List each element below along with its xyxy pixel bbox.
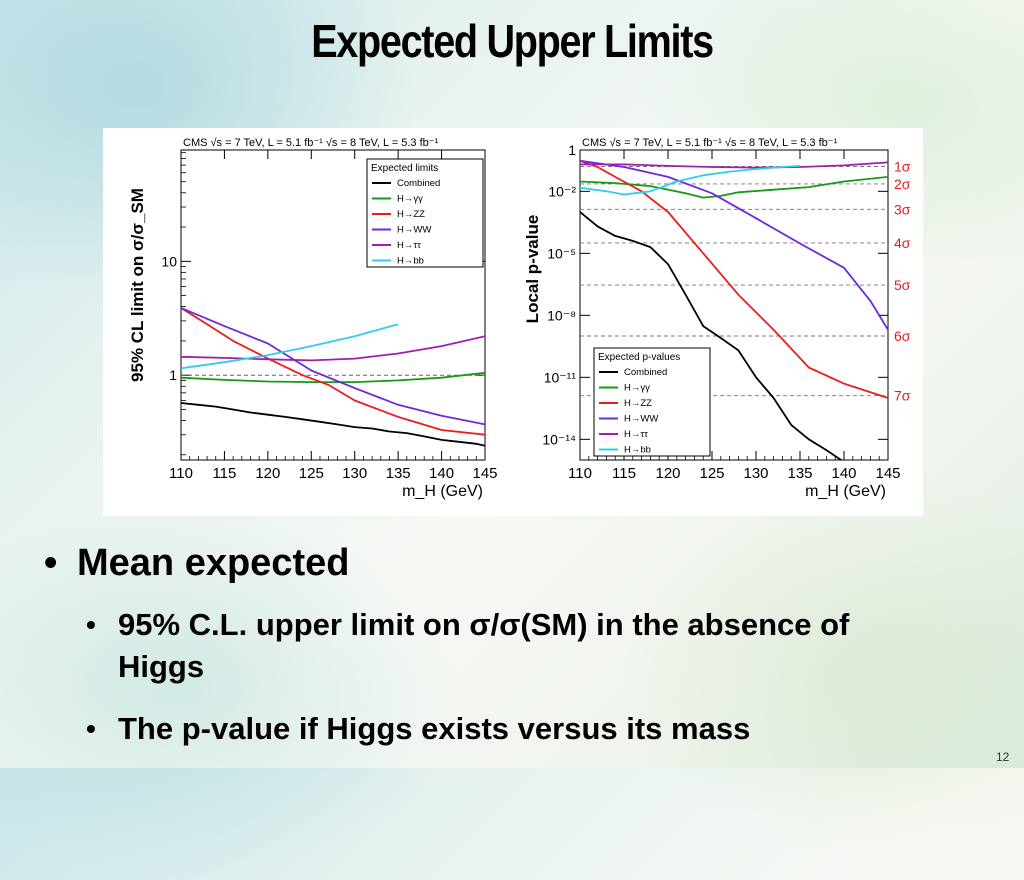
legend-title: Expected p-values (598, 352, 680, 363)
legend-label: H→ττ (397, 240, 421, 251)
series-line-hbb (181, 323, 399, 370)
x-tick-label: 130 (743, 465, 768, 482)
subbullet-dot: • (86, 609, 96, 640)
charts-svg: CMS √s = 7 TeV, L = 5.1 fb⁻¹ √s = 8 TeV,… (128, 137, 911, 500)
legend-title: Expected limits (371, 163, 438, 174)
legend-label: Combined (397, 178, 440, 189)
subbullet-dot: • (86, 713, 96, 744)
sigma-label: 6σ (894, 328, 911, 344)
legend-label: H→WW (624, 414, 658, 425)
legend-label: H→γγ (397, 194, 423, 205)
figure-panel: CMS √s = 7 TeV, L = 5.1 fb⁻¹ √s = 8 TeV,… (103, 128, 923, 516)
series-group (580, 159, 888, 460)
x-tick-label: 145 (472, 465, 497, 482)
sigma-label: 2σ (894, 176, 911, 192)
y-tick-label: 10⁻¹⁴ (542, 431, 576, 447)
slide-title: Expected Upper Limits (311, 15, 714, 67)
sigma-label: 5σ (894, 277, 911, 293)
legend-label: H→bb (397, 256, 424, 267)
x-tick-label: 115 (212, 465, 236, 482)
series-line-h (580, 176, 888, 199)
x-tick-label: 120 (655, 465, 680, 482)
subbullet-text: The p-value if Higgs exists versus its m… (118, 711, 751, 746)
series-line-hww (181, 307, 485, 426)
plot-frame (180, 149, 486, 461)
x-axis-label: m_H (GeV) (805, 483, 886, 500)
subbullet-text: 95% C.L. upper limit on σ/σ(SM) in the a… (118, 607, 850, 684)
x-tick-label: 110 (169, 465, 193, 482)
y-axis-label: 95% CL limit on σ/σ_SM (128, 188, 147, 382)
y-tick-label: 10⁻⁸ (547, 307, 576, 323)
bullet-dot: • (44, 542, 58, 584)
x-tick-label: 140 (429, 465, 454, 482)
series-line-combined (580, 211, 843, 460)
x-tick-label: 145 (875, 465, 900, 482)
y-tick-label: 10⁻⁵ (547, 245, 576, 261)
y-tick-label: 1 (169, 367, 177, 383)
sigma-label: 4σ (894, 235, 911, 251)
series-line-combined (181, 402, 485, 447)
x-tick-label: 120 (255, 465, 280, 482)
sigma-label: 7σ (894, 388, 911, 404)
series-line-hww (580, 159, 888, 331)
series-line-h (181, 335, 485, 362)
x-tick-label: 110 (568, 465, 592, 482)
y-tick-label: 1 (568, 142, 576, 158)
bullet-text: Mean expected (77, 542, 350, 584)
sigma-label: 3σ (894, 201, 911, 217)
x-tick-label: 140 (831, 465, 856, 482)
y-axis-label: Local p-value (523, 215, 542, 324)
chart-1: CMS √s = 7 TeV, L = 5.1 fb⁻¹ √s = 8 TeV,… (128, 137, 498, 500)
y-tick-label: 10 (161, 253, 177, 269)
page-number: 12 (996, 750, 1010, 764)
x-tick-label: 125 (699, 465, 724, 482)
x-tick-label: 115 (612, 465, 636, 482)
series-line-hbb (580, 165, 801, 196)
chart-header: CMS √s = 7 TeV, L = 5.1 fb⁻¹ √s = 8 TeV,… (582, 137, 838, 149)
y-tick-label: 10⁻² (548, 183, 576, 199)
series-line-hzz (181, 307, 485, 436)
x-tick-label: 135 (787, 465, 812, 482)
y-tick-label: 10⁻¹¹ (544, 369, 577, 385)
series-line-h (580, 161, 888, 169)
chart-2: CMS √s = 7 TeV, L = 5.1 fb⁻¹ √s = 8 TeV,… (523, 137, 911, 500)
legend-label: H→γγ (624, 383, 650, 394)
x-tick-label: 135 (386, 465, 411, 482)
legend-label: H→ZZ (397, 209, 425, 220)
series-group (181, 307, 485, 447)
legend-label: H→WW (397, 225, 431, 236)
series-line-h (181, 371, 485, 384)
legend: Expected p-values Combined H→γγ H→ZZ H→WW H→τ… (593, 347, 711, 457)
sigma-label: 1σ (894, 159, 911, 175)
x-axis-label: m_H (GeV) (402, 483, 483, 500)
x-tick-label: 125 (299, 465, 324, 482)
chart-header: CMS √s = 7 TeV, L = 5.1 fb⁻¹ √s = 8 TeV,… (183, 137, 439, 149)
plot-frame (579, 149, 889, 461)
series-line-hzz (580, 159, 888, 399)
legend-label: H→ττ (624, 429, 648, 440)
x-tick-label: 130 (342, 465, 367, 482)
legend-label: H→ZZ (624, 398, 652, 409)
legend: Expected limits Combined H→γγ H→ZZ H→WW H→ττ H… (366, 158, 484, 268)
legend-label: H→bb (624, 445, 651, 456)
legend-label: Combined (624, 367, 667, 378)
